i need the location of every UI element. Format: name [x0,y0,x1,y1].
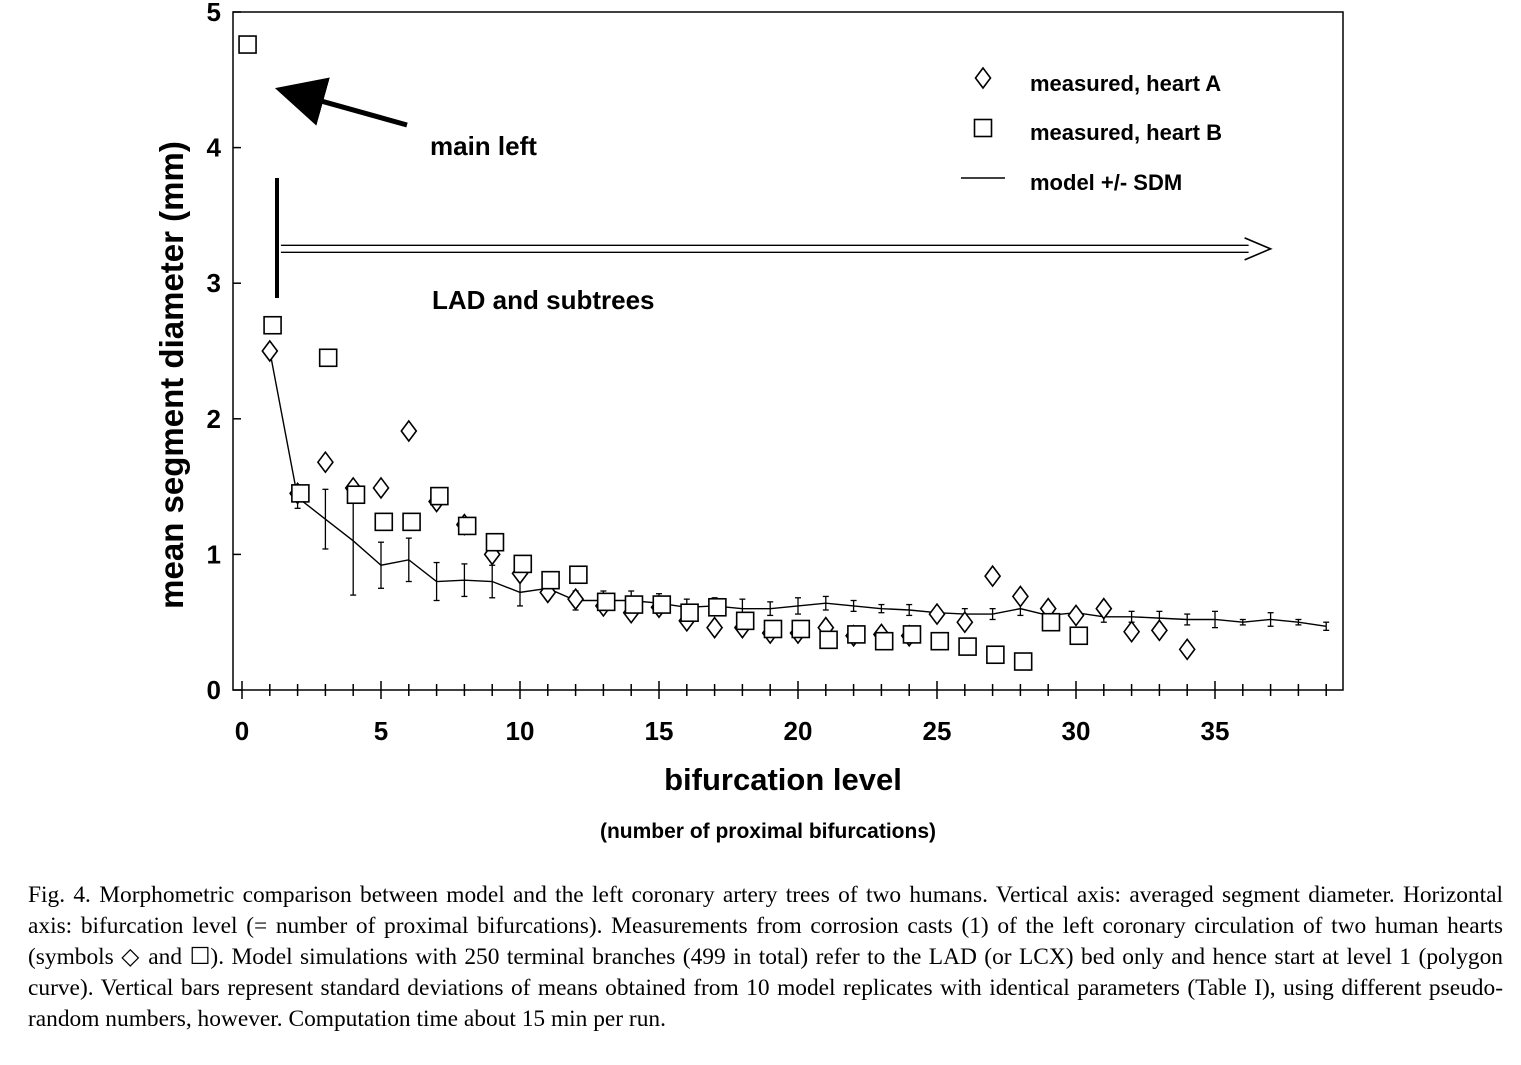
x-axis-title: bifurcation level [664,762,902,797]
model-series [269,350,1330,631]
x-tick-label: 30 [1062,716,1091,746]
main-left-arrow [274,77,408,128]
axes: 0 5 10 15 20 25 30 35 0 1 2 3 4 5 bifurcation level (nu… [153,0,1344,843]
data-point-heart-b [513,554,533,574]
data-point-heart-a [567,587,585,611]
data-point-heart-b [624,595,644,614]
x-tick-label: 25 [923,716,952,746]
data-point-heart-b [819,630,838,650]
data-point-heart-b [1041,612,1061,632]
data-point-heart-a [400,419,418,443]
x-tick-label: 10 [506,716,535,746]
legend: measured, heart A measured, heart B model … [961,66,1222,195]
data-point-heart-b [430,486,449,506]
x-tick-label: 5 [374,716,388,746]
x-tick-label: 0 [235,716,249,746]
y-tick-label: 3 [207,268,221,298]
x-tick-label: 35 [1201,716,1230,746]
legend-label-heart-b: measured, heart B [1030,120,1222,145]
annotations: main left LAD and subtrees [274,77,1273,315]
data-point-heart-a [1178,637,1196,661]
data-point-heart-b [791,619,811,639]
chart: 0 5 10 15 20 25 30 35 0 1 2 3 4 5 bifurcation level (nu… [153,0,1344,843]
data-point-heart-b [735,611,755,631]
data-point-heart-a [1150,619,1168,642]
data-point-heart-b [763,619,783,639]
data-point-heart-b [485,532,505,552]
plot-frame [232,11,1344,691]
data-point-heart-b [291,484,310,503]
data-point-heart-b [596,592,616,612]
data-point-heart-b [374,512,394,532]
y-axis-title: mean segment diameter (mm) [153,141,190,609]
data-point-heart-b [346,485,366,505]
data-point-heart-a [1095,597,1113,620]
lad-label: LAD and subtrees [432,285,655,315]
legend-square-marker [973,118,993,138]
data-point-heart-b [263,315,282,335]
legend-label-model: model +/- SDM [1030,170,1182,195]
lad-arrow-head [1244,237,1273,261]
y-tick-label: 0 [207,675,221,705]
data-point-heart-b [569,565,588,585]
data-point-heart-a [928,602,946,626]
y-tick-label: 1 [207,539,221,569]
data-point-heart-a [372,476,390,500]
data-point-heart-b [652,595,672,614]
data-point-heart-b [986,645,1005,665]
data-point-heart-a [1067,604,1085,627]
data-point-heart-b [238,35,257,54]
x-axis-subtitle: (number of proximal bifurcations) [600,820,936,843]
x-tick-label: 15 [645,716,674,746]
data-point-heart-b [902,625,922,644]
model-line [269,350,1327,627]
data-point-heart-b [847,625,866,644]
data-point-heart-b [457,516,477,536]
measured-series [238,35,1196,671]
data-point-heart-b [1013,652,1033,671]
data-point-heart-b [541,570,560,590]
data-point-heart-b [680,603,699,623]
y-tick-label: 2 [207,404,221,434]
data-point-heart-a [261,339,279,363]
data-point-heart-b [1069,626,1089,646]
data-point-heart-b [708,597,727,617]
data-point-heart-b [874,631,894,651]
y-tick-label: 5 [207,0,221,27]
y-tick-label: 4 [207,133,222,163]
legend-label-heart-a: measured, heart A [1030,71,1221,96]
data-point-heart-b [958,637,977,656]
data-point-heart-b [402,512,421,532]
x-tick-label: 20 [784,716,813,746]
data-point-heart-a [956,610,974,634]
data-point-heart-a [1011,585,1029,608]
data-point-heart-a [984,564,1002,588]
data-point-heart-a [1123,620,1141,644]
data-point-heart-b [930,631,950,651]
data-point-heart-a [316,450,334,474]
data-point-heart-a [706,616,724,639]
figure-caption: Fig. 4. Morphometric comparison between … [28,882,1503,1032]
legend-diamond-marker [974,66,992,90]
data-point-heart-b [318,348,338,368]
main-left-label: main left [430,131,537,161]
